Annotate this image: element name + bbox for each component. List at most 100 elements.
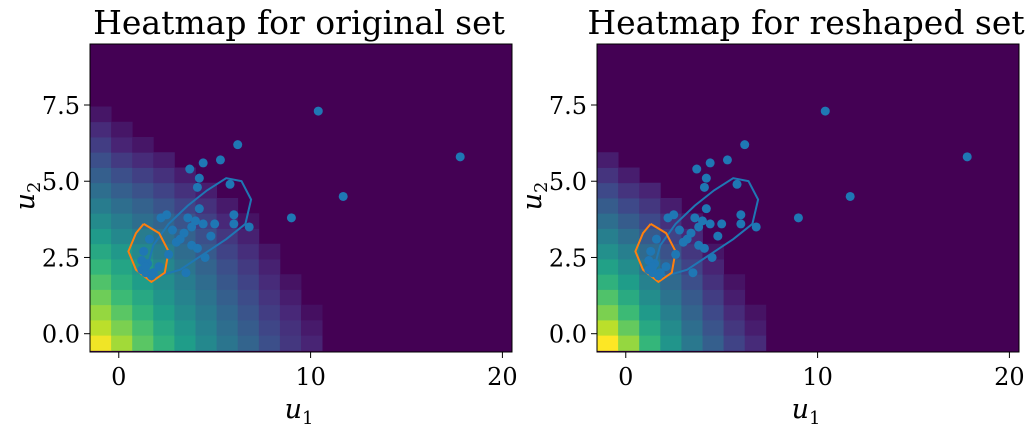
data-point xyxy=(688,268,698,278)
heatmap-cell xyxy=(132,152,154,168)
heatmap-cell xyxy=(258,289,281,306)
x-tick-label: 0 xyxy=(618,363,633,391)
y-tick-label: 5.0 xyxy=(549,168,587,196)
data-point xyxy=(181,268,191,278)
heatmap-cell xyxy=(597,289,619,306)
x-tick-label: 10 xyxy=(802,363,833,391)
data-point xyxy=(225,179,235,189)
heatmap-cell xyxy=(301,335,323,351)
heatmap-cell xyxy=(279,319,302,336)
heatmap-cell xyxy=(132,167,154,184)
heatmap-cell xyxy=(597,274,619,290)
heatmap-cell xyxy=(132,182,154,199)
heatmap-panel-reshaped: Heatmap for reshaped set 0 10 20 0.0 2.5 5.0 7… xyxy=(517,3,1025,429)
heatmap-cell xyxy=(618,304,640,321)
data-point xyxy=(648,262,658,272)
heatmap-cell xyxy=(111,213,133,229)
y-axis-label: u2 xyxy=(10,182,45,211)
heatmap-cell xyxy=(723,274,746,290)
heatmap-cell xyxy=(681,335,703,351)
heatmap-cell xyxy=(660,289,682,306)
heatmap-cell xyxy=(153,167,175,184)
heatmap-cell xyxy=(618,243,640,260)
heatmap-cell xyxy=(597,167,619,184)
data-point xyxy=(194,173,204,183)
heatmap-cell xyxy=(702,319,724,336)
heatmap-cell xyxy=(90,121,112,138)
heatmap-cell xyxy=(111,274,133,290)
data-point xyxy=(845,191,855,201)
data-point xyxy=(736,219,746,229)
heatmap-cell xyxy=(618,335,640,351)
heatmap-cell xyxy=(618,319,640,336)
heatmap-cell xyxy=(111,137,133,153)
heatmap-cell xyxy=(723,335,746,351)
heatmap-cell xyxy=(279,274,302,290)
heatmap-cell xyxy=(90,182,112,199)
heatmap-cell xyxy=(639,182,661,199)
heatmap-cell xyxy=(216,243,239,260)
heatmap-cell xyxy=(90,228,112,245)
y-tick-label: 0.0 xyxy=(549,321,587,349)
y-tick-label: 7.5 xyxy=(549,92,587,120)
heatmap-cell xyxy=(681,319,703,336)
heatmap-cell xyxy=(195,319,217,336)
data-point xyxy=(701,204,711,214)
heatmap-cell xyxy=(90,304,112,321)
data-point xyxy=(164,249,174,259)
data-point xyxy=(162,210,172,220)
heatmap-cell xyxy=(639,213,661,229)
data-point xyxy=(198,219,208,229)
data-point xyxy=(669,210,679,220)
heatmap-cell xyxy=(90,319,112,336)
data-point xyxy=(751,222,761,232)
data-point xyxy=(820,106,830,116)
heatmap-cell xyxy=(681,289,703,306)
data-point xyxy=(651,234,661,244)
data-point xyxy=(717,219,727,229)
heatmap-cell xyxy=(132,335,154,351)
heatmap-cell xyxy=(216,258,239,275)
data-point xyxy=(732,179,742,189)
heatmap-cell xyxy=(618,213,640,229)
heatmap-cell xyxy=(195,274,217,290)
data-point xyxy=(183,213,193,223)
heatmap-cell xyxy=(216,289,239,306)
heatmap-cell xyxy=(258,258,281,275)
data-point xyxy=(146,271,156,281)
heatmap-cell xyxy=(237,319,260,336)
heatmap-cell xyxy=(660,319,682,336)
heatmap-cell xyxy=(90,137,112,153)
heatmap-cell xyxy=(216,198,239,214)
chart-title: Heatmap for original set xyxy=(93,3,505,42)
heatmap-cell xyxy=(618,289,640,306)
heatmap-cell xyxy=(195,304,217,321)
heatmap-cell xyxy=(195,289,217,306)
heatmap-cell xyxy=(639,335,661,351)
heatmap-cell xyxy=(660,274,682,290)
heatmap-cell xyxy=(153,198,175,214)
data-point xyxy=(215,155,225,165)
data-point xyxy=(154,262,164,272)
data-point xyxy=(699,243,709,253)
data-point xyxy=(144,234,154,244)
heatmap-cell xyxy=(153,152,175,168)
heatmap-cell xyxy=(90,213,112,229)
x-tick-label: 20 xyxy=(487,363,518,391)
heatmap-cell xyxy=(597,335,619,351)
heatmap-cell xyxy=(237,304,260,321)
contour-line xyxy=(634,223,677,284)
plot-frame xyxy=(89,43,513,353)
heatmap-cell xyxy=(702,304,724,321)
data-point xyxy=(338,191,348,201)
data-point xyxy=(736,210,746,220)
data-point xyxy=(198,158,208,168)
heatmap-cell xyxy=(174,319,196,336)
data-point xyxy=(692,164,702,174)
heatmap-cell xyxy=(301,319,323,336)
heatmap-cell xyxy=(237,228,260,245)
data-point xyxy=(793,213,803,223)
heatmap-cell xyxy=(90,152,112,168)
heatmap-cell xyxy=(111,121,133,138)
heatmap-cell xyxy=(174,289,196,306)
